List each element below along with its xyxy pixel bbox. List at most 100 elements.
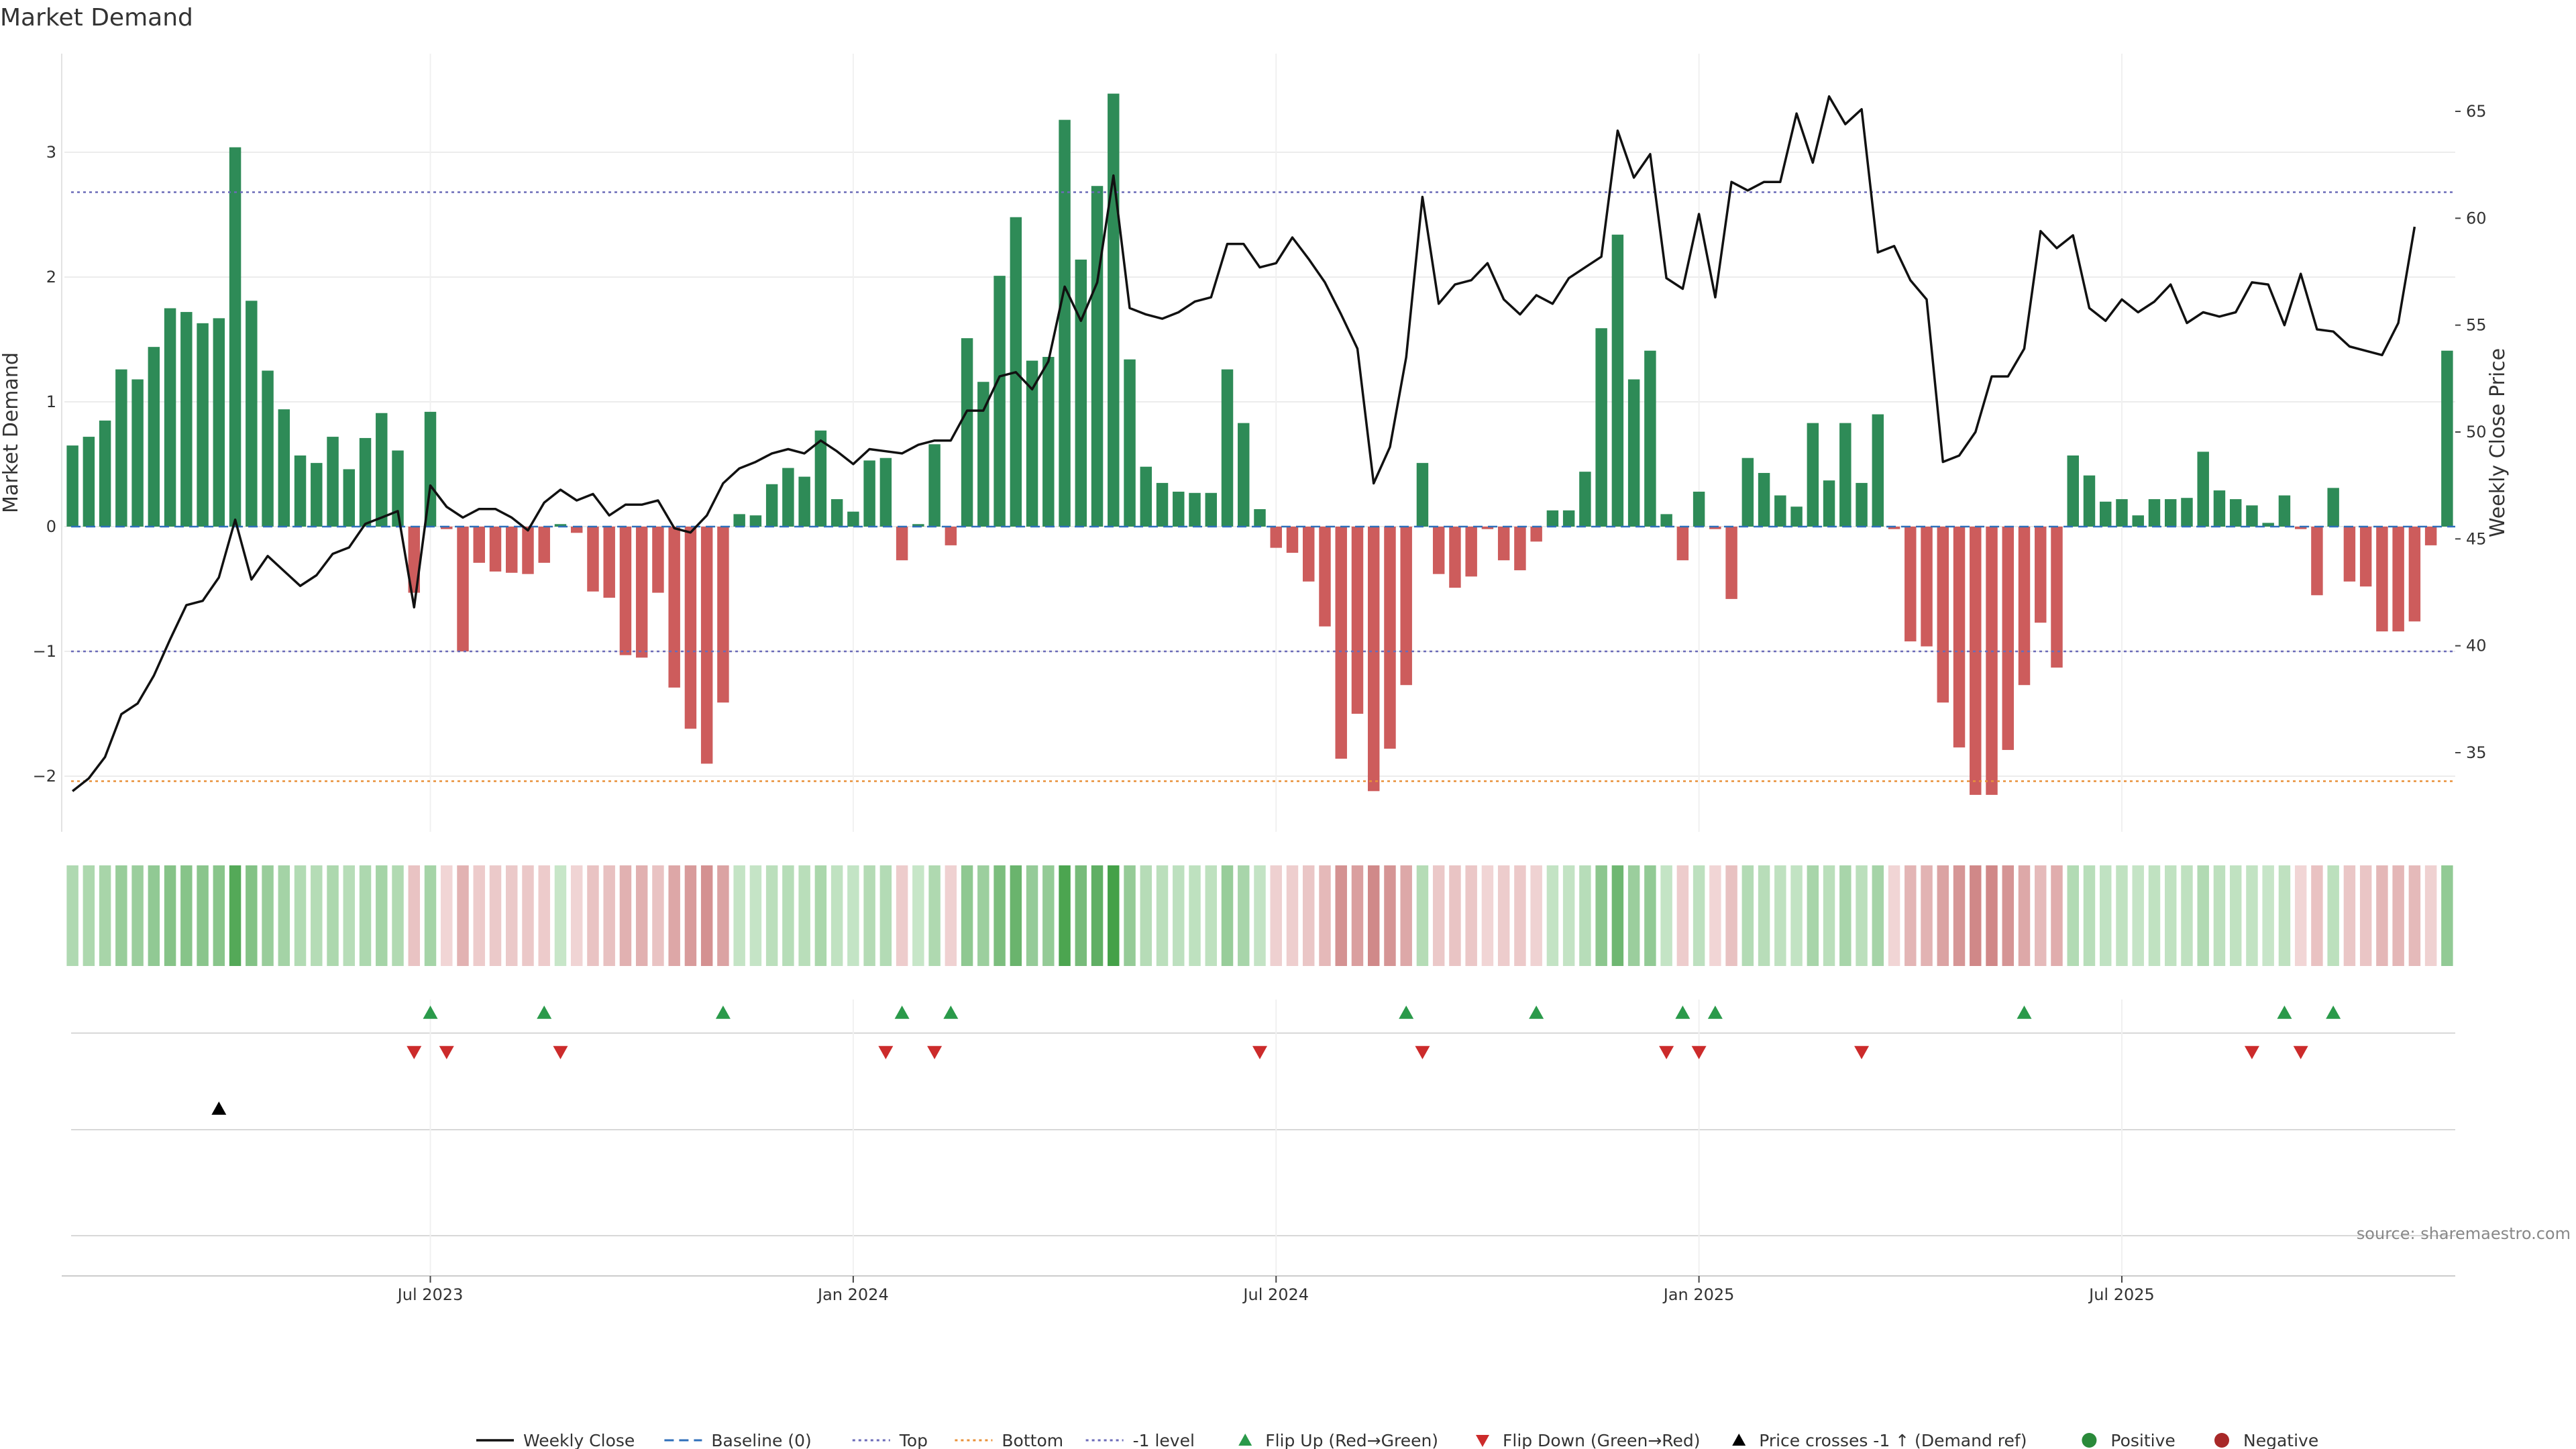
heat-cell bbox=[1970, 865, 1982, 966]
legend-swatch bbox=[1732, 1434, 1746, 1446]
heat-cell bbox=[408, 865, 420, 966]
positive-bar bbox=[1140, 466, 1152, 527]
flip-down-marker bbox=[439, 1046, 454, 1059]
positive-bar bbox=[2213, 490, 2226, 527]
heat-cell bbox=[1173, 865, 1185, 966]
legend-label: Price crosses -1 ↑ (Demand ref) bbox=[1759, 1431, 2027, 1449]
legend-label: Bottom bbox=[1002, 1431, 1063, 1449]
negative-bar bbox=[1351, 527, 1364, 714]
heat-cell bbox=[1579, 865, 1591, 966]
positive-bar bbox=[99, 420, 111, 527]
legend-item: Flip Down (Green→Red) bbox=[1476, 1431, 1701, 1449]
negative-bar bbox=[1400, 527, 1412, 686]
positive-bar bbox=[1741, 458, 1754, 527]
heat-cell bbox=[1660, 865, 1672, 966]
heat-cell bbox=[1676, 865, 1689, 966]
positive-bar bbox=[1221, 369, 1234, 527]
positive-bar bbox=[1872, 414, 1884, 527]
right-tick-label: 55 bbox=[2466, 316, 2487, 335]
heat-cell bbox=[1872, 865, 1884, 966]
heat-cell bbox=[733, 865, 745, 966]
heat-cell bbox=[2002, 865, 2014, 966]
flip-down-marker bbox=[1415, 1046, 1430, 1059]
heat-cell bbox=[1709, 865, 1721, 966]
heat-cell bbox=[1010, 865, 1022, 966]
heat-cell bbox=[1319, 865, 1331, 966]
heat-cell bbox=[1189, 865, 1201, 966]
left-tick-label: 2 bbox=[46, 268, 56, 286]
right-tick-label: 50 bbox=[2466, 423, 2487, 441]
heat-cell bbox=[2181, 865, 2193, 966]
heat-cell bbox=[1758, 865, 1770, 966]
negative-bar bbox=[1384, 527, 1396, 749]
reference-lines bbox=[71, 191, 2455, 782]
flip-down-marker bbox=[2293, 1046, 2308, 1059]
flip-down-marker bbox=[553, 1046, 568, 1059]
legend-item: Baseline (0) bbox=[664, 1431, 812, 1449]
right-tick-label: 65 bbox=[2466, 102, 2487, 121]
positive-bar bbox=[1579, 472, 1591, 527]
heat-cell bbox=[1514, 865, 1526, 966]
heat-cell bbox=[1238, 865, 1250, 966]
heat-cell bbox=[2100, 865, 2112, 966]
positive-bar bbox=[554, 524, 567, 527]
negative-bar bbox=[2343, 527, 2356, 582]
legend: Weekly Close Baseline (0) Top Bottom -1 leve… bbox=[476, 1431, 2318, 1449]
x-tick-label: Jul 2024 bbox=[1242, 1285, 1309, 1304]
demand-bars bbox=[66, 93, 2453, 795]
heat-cell bbox=[1807, 865, 1819, 966]
heat-cell bbox=[2376, 865, 2388, 966]
heat-cell bbox=[376, 865, 388, 966]
negative-bar bbox=[684, 527, 697, 729]
positive-bar bbox=[327, 437, 339, 527]
heat-cell bbox=[197, 865, 209, 966]
negative-bar bbox=[1921, 527, 1933, 647]
heat-cell bbox=[457, 865, 469, 966]
left-axis-label: Market Demand bbox=[0, 352, 23, 513]
positive-bar bbox=[1660, 514, 1672, 527]
heat-cell bbox=[1921, 865, 1933, 966]
heat-cell bbox=[229, 865, 241, 966]
flip-down-marker bbox=[927, 1046, 943, 1059]
positive-bar bbox=[1026, 360, 1038, 527]
heat-cell bbox=[863, 865, 875, 966]
heat-cell bbox=[814, 865, 827, 966]
positive-bar bbox=[83, 437, 95, 527]
positive-bar bbox=[912, 524, 924, 527]
heat-cell bbox=[668, 865, 680, 966]
flip-up-marker bbox=[423, 1006, 438, 1019]
positive-bar bbox=[765, 484, 778, 527]
flip-down-marker bbox=[878, 1046, 894, 1059]
heat-cell bbox=[2408, 865, 2421, 966]
positive-bar bbox=[2132, 515, 2144, 527]
heat-cell bbox=[294, 865, 307, 966]
negative-bar bbox=[2359, 527, 2372, 587]
heat-cell bbox=[1497, 865, 1510, 966]
positive-bar bbox=[1205, 492, 1217, 527]
negative-bar bbox=[1530, 527, 1542, 542]
heat-cell bbox=[522, 865, 534, 966]
positive-bar bbox=[2278, 495, 2291, 527]
flip-up-marker bbox=[715, 1006, 731, 1019]
heat-cell bbox=[765, 865, 778, 966]
flip-up-marker bbox=[1399, 1006, 1414, 1019]
positive-bar bbox=[1416, 463, 1429, 527]
heat-cell bbox=[148, 865, 160, 966]
positive-bar bbox=[1156, 482, 1169, 527]
x-axis: Jul 2023 Jan 2024 Jul 2024 Jan 2025 Jul 2025 bbox=[62, 1275, 2455, 1304]
positive-bar bbox=[1807, 423, 1819, 527]
positive-bar bbox=[1075, 259, 1087, 527]
heat-cell bbox=[538, 865, 550, 966]
heat-cell bbox=[1693, 865, 1705, 966]
legend-label: Flip Down (Green→Red) bbox=[1503, 1431, 1701, 1449]
heat-cell bbox=[1108, 865, 1120, 966]
right-tick-label: 60 bbox=[2466, 209, 2487, 227]
positive-bar bbox=[278, 409, 290, 527]
heat-cell bbox=[1075, 865, 1087, 966]
heat-cell bbox=[1644, 865, 1656, 966]
heat-cell bbox=[1270, 865, 1282, 966]
heat-cell bbox=[2148, 865, 2161, 966]
heat-cell bbox=[1059, 865, 1071, 966]
heat-cell bbox=[1627, 865, 1640, 966]
legend-item: -1 level bbox=[1085, 1431, 1195, 1449]
